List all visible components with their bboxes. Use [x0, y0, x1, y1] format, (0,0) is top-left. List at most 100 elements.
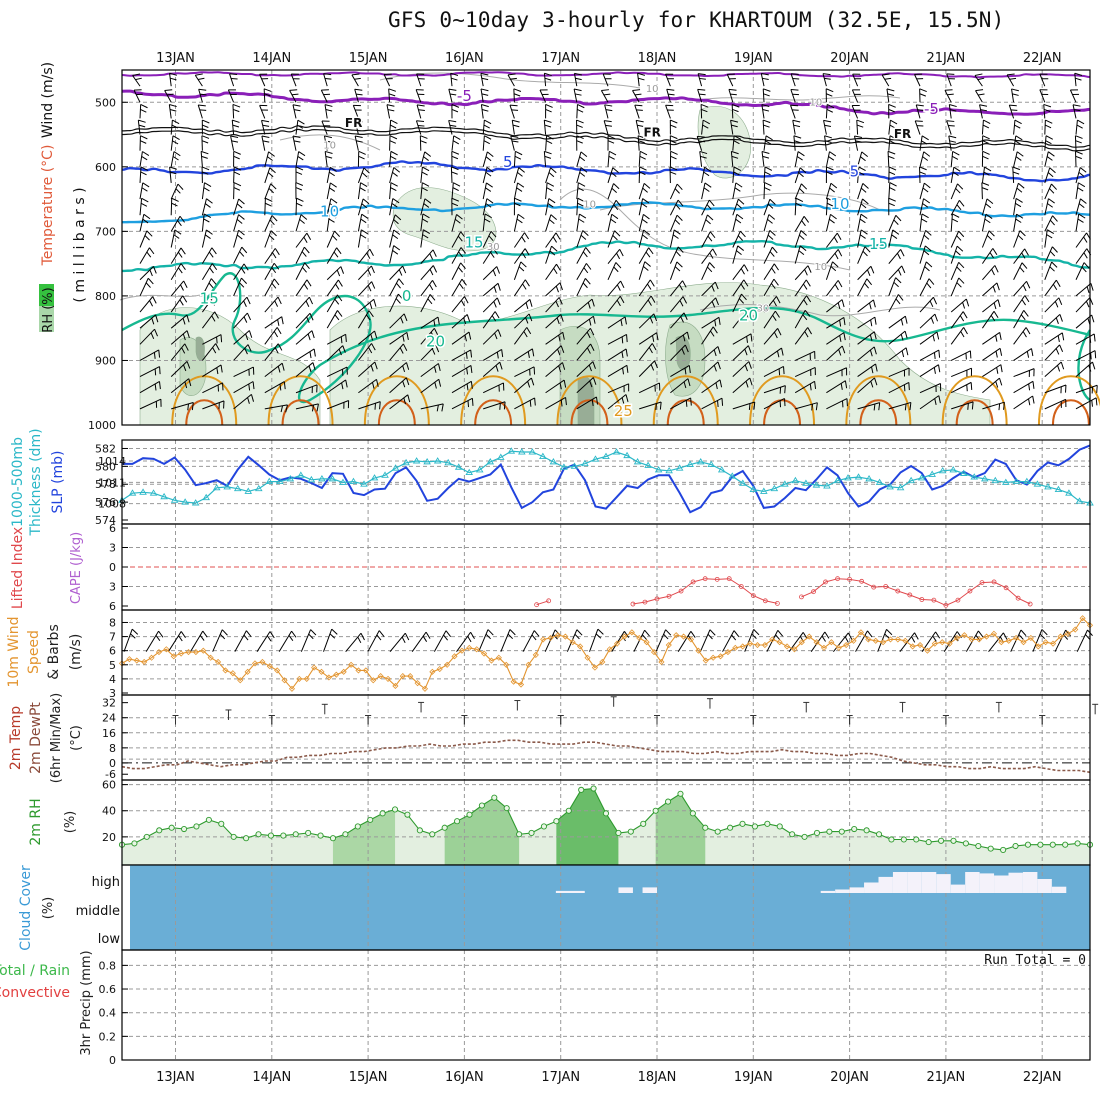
- high-cloud-block: [994, 875, 1009, 893]
- barb-flag: [1049, 266, 1055, 272]
- wind-barb: [825, 213, 837, 232]
- rh-marker: [354, 823, 361, 830]
- barb-flag: [416, 120, 425, 122]
- wind-barb: [982, 265, 999, 281]
- x-tick-label-top: 17JAN: [541, 51, 580, 66]
- barb-flag: [803, 283, 808, 290]
- barb-flag: [577, 202, 584, 207]
- barb-flag: [709, 262, 715, 269]
- barb-flag: [378, 630, 385, 637]
- barb-flag: [791, 73, 799, 75]
- wind-barb: [326, 279, 343, 297]
- barb-flag: [356, 124, 363, 127]
- barb-flag: [528, 313, 533, 322]
- wind-speed-marker: [540, 636, 547, 643]
- barb-shaft: [420, 265, 434, 281]
- wind-barb: [763, 310, 780, 329]
- barb-flag: [1015, 202, 1022, 208]
- barb-flag: [386, 78, 393, 80]
- barb-flag: [379, 401, 381, 410]
- rh-area-peak: [556, 788, 619, 865]
- barb-flag: [1045, 119, 1053, 124]
- wind-barb: [857, 166, 866, 183]
- barb-shaft: [171, 401, 194, 410]
- wind-barb: [451, 331, 472, 345]
- wind-barb: [513, 232, 530, 248]
- x-tick-label-top: 18JAN: [638, 51, 677, 66]
- cape-label: CAPE (J/kg): [69, 532, 84, 604]
- barb-flag: [172, 135, 180, 141]
- barb-flag: [429, 294, 436, 301]
- barb-shaft: [732, 198, 739, 216]
- wind-barb: [295, 262, 310, 281]
- wind-speed-marker: [902, 637, 909, 644]
- wind-barb: [357, 198, 370, 216]
- barb-shaft: [448, 120, 453, 135]
- barb-shaft: [669, 183, 678, 200]
- barb-flag: [252, 381, 255, 390]
- barb-flag: [860, 213, 868, 219]
- barb-shaft: [358, 330, 375, 345]
- rh-marker: [441, 824, 448, 831]
- barb-flag: [699, 93, 706, 96]
- temp-contour: [121, 272, 1091, 404]
- barb-flag: [296, 202, 303, 207]
- lifted-index-marker: [1027, 601, 1033, 607]
- barb-flag: [374, 403, 376, 410]
- barb-flag: [703, 171, 710, 177]
- barb-flag: [948, 135, 957, 139]
- barb-flag: [273, 278, 280, 286]
- precip-axis-label: 3hr Precip (mm): [79, 950, 94, 1055]
- barb-flag: [484, 135, 492, 140]
- contour-label: 0: [402, 287, 412, 305]
- barb-flag: [1028, 370, 1030, 377]
- thickness-marker: [349, 477, 358, 485]
- barb-shaft: [1013, 310, 1025, 329]
- wind-barb: [389, 278, 404, 297]
- barb-flag: [371, 281, 376, 289]
- wind-barb: [762, 119, 771, 135]
- barb-flag: [247, 397, 250, 404]
- temp-contour-warm: [556, 375, 623, 426]
- barb-shaft: [478, 629, 489, 652]
- wind-barb: [357, 167, 370, 184]
- barb-flag: [977, 630, 984, 638]
- barb-flag: [149, 269, 153, 277]
- barb-shaft: [826, 332, 845, 345]
- barb-flag: [953, 166, 961, 172]
- thickness-marker: [286, 474, 295, 482]
- barb-flag: [300, 214, 308, 220]
- barb-flag: [827, 197, 835, 203]
- barb-flag: [524, 248, 530, 256]
- wind-barb: [295, 312, 314, 329]
- surface-wind-barb: [278, 630, 297, 652]
- wind-barb: [670, 344, 689, 361]
- wind-speed-marker: [665, 641, 672, 649]
- barb-flag: [209, 267, 214, 274]
- wind-barb: [507, 73, 517, 87]
- wind-barb: [638, 360, 658, 377]
- wind-barb: [1013, 281, 1031, 297]
- wind-speed-marker: [207, 654, 214, 661]
- barb-flag: [924, 266, 930, 272]
- barb-flag: [873, 346, 877, 355]
- barb-flag: [280, 405, 284, 413]
- barb-flag: [836, 232, 842, 241]
- wind-barb: [358, 343, 376, 361]
- barb-shaft: [697, 89, 703, 103]
- barb-flag: [992, 248, 998, 256]
- barb-flag: [801, 220, 806, 227]
- rh-marker: [764, 820, 771, 827]
- barb-flag: [790, 88, 799, 91]
- barb-shaft: [1076, 629, 1088, 652]
- barb-flag: [938, 350, 941, 358]
- barb-flag: [1079, 167, 1087, 173]
- barb-shaft: [826, 380, 846, 394]
- barb-flag: [889, 135, 897, 140]
- barb-flag: [861, 151, 869, 158]
- barb-shaft: [514, 299, 531, 313]
- barb-shaft: [701, 262, 710, 280]
- barb-flag: [434, 382, 437, 389]
- barb-shaft: [857, 183, 864, 200]
